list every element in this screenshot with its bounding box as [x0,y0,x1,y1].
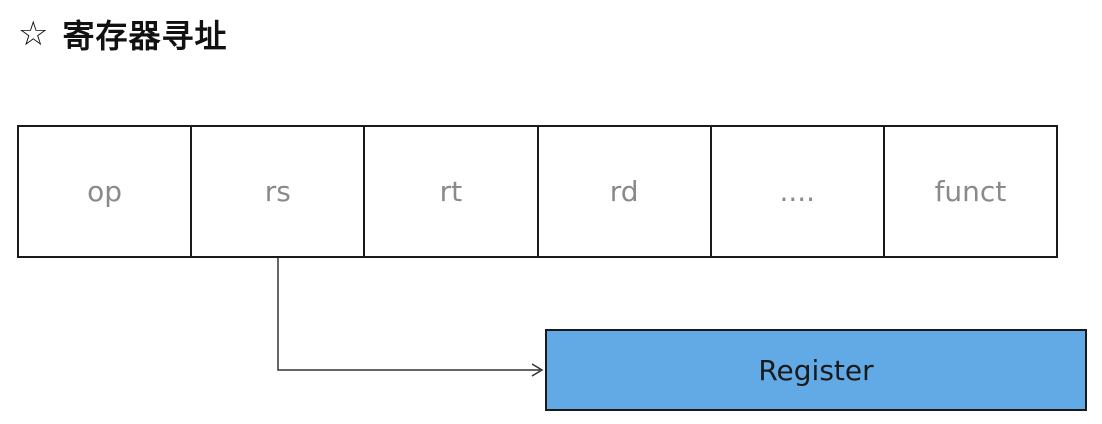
slide-title: ☆ 寄存器寻址 [18,10,228,58]
field-ellipsis: .... [712,127,885,256]
slide-title-text: 寄存器寻址 [62,17,228,55]
star-outline-icon: ☆ [18,14,49,54]
register-label: Register [758,353,874,387]
field-funct: funct [934,175,1007,208]
field-rt: rt [365,127,539,256]
instruction-format: op rs rt rd .... funct [17,125,1058,258]
field-rs: rs [192,127,366,256]
field-rd: rd [539,127,712,256]
register-box: Register [545,329,1087,411]
field-op: op [19,127,193,256]
arrowhead-icon [531,363,544,377]
